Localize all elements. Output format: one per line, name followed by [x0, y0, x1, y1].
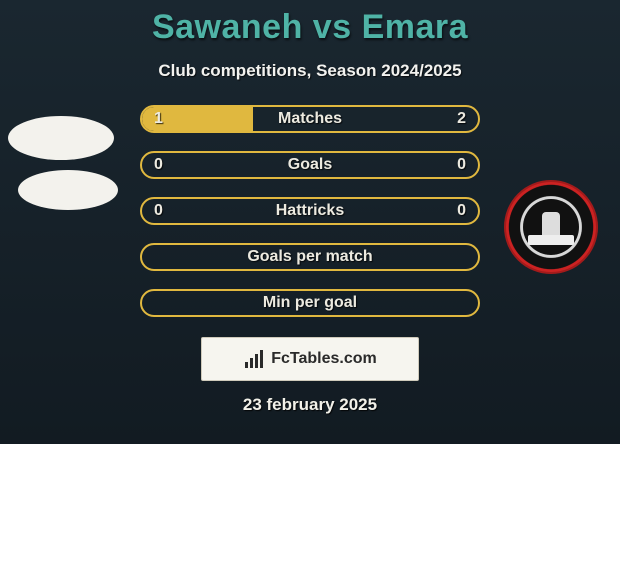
team-left-logo-placeholder-2: [18, 170, 118, 210]
stat-bar: 0 0 Hattricks: [140, 197, 480, 225]
stat-left-value: 0: [154, 156, 163, 174]
bar-chart-icon: [243, 350, 265, 368]
team-left-logo-placeholder: [8, 116, 114, 160]
stat-bar: 1 2 Matches: [140, 105, 480, 133]
team-right-club-badge: [504, 180, 598, 274]
page-subtitle: Club competitions, Season 2024/2025: [0, 61, 620, 81]
stat-label: Hattricks: [276, 202, 344, 220]
stat-right-value: 0: [457, 202, 466, 220]
stat-label: Goals per match: [247, 248, 372, 266]
stat-bar: Goals per match: [140, 243, 480, 271]
brand-watermark: FcTables.com: [201, 337, 419, 381]
stat-right-value: 2: [457, 110, 466, 128]
stat-left-value: 1: [154, 110, 163, 128]
comparison-card: Sawaneh vs Emara Club competitions, Seas…: [0, 0, 620, 444]
stat-bar: 0 0 Goals: [140, 151, 480, 179]
stat-left-value: 0: [154, 202, 163, 220]
stat-right-value: 0: [457, 156, 466, 174]
stat-label: Min per goal: [263, 294, 357, 312]
page-title: Sawaneh vs Emara: [0, 8, 620, 47]
stat-label: Goals: [288, 156, 332, 174]
stat-bar: Min per goal: [140, 289, 480, 317]
stat-label: Matches: [278, 110, 342, 128]
brand-text: FcTables.com: [271, 350, 377, 368]
footer-date: 23 february 2025: [0, 395, 620, 415]
